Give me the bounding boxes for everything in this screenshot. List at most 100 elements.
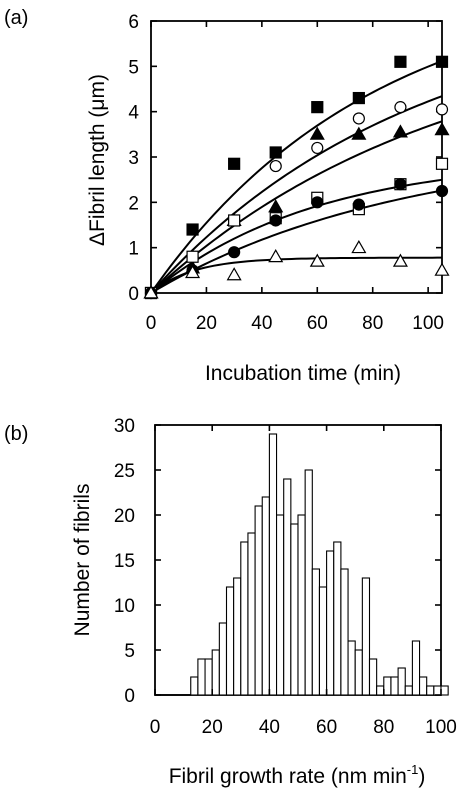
histogram-bar xyxy=(211,649,220,696)
panel-b-y-tick-label: 25 xyxy=(114,461,135,482)
histogram-bar xyxy=(440,685,449,696)
data-point-filled-circle xyxy=(269,214,282,227)
data-point-filled-triangle xyxy=(268,199,284,213)
panel-a-x-tick-label: 40 xyxy=(251,313,272,334)
panel-a-y-tick-label: 3 xyxy=(128,148,139,169)
panel-b-ticks: 0 20 40 60 80 100 0 5 10 15 20 25 30 xyxy=(114,416,457,738)
histogram-bar xyxy=(268,433,278,696)
panel-a-x-tick-label: 0 xyxy=(146,313,157,334)
fit-curve-open-square xyxy=(150,178,443,294)
histogram-bar xyxy=(247,532,256,696)
histogram-bar xyxy=(418,676,428,696)
data-point-filled-triangle xyxy=(309,126,325,140)
panel-b: (b) 0 20 40 60 80 100 0 5 10 15 20 25 30 Fibril grow… xyxy=(4,416,457,788)
histogram-bar xyxy=(368,658,378,696)
histogram-bar xyxy=(304,469,313,696)
histogram-bar xyxy=(311,568,320,696)
data-point-filled-square xyxy=(186,223,199,236)
data-point-filled-square xyxy=(435,55,449,68)
panel-a-x-tick-label: 80 xyxy=(362,313,383,334)
histogram-bar xyxy=(225,586,235,696)
panel-a-y-tick-label: 1 xyxy=(128,239,139,260)
histogram-bar xyxy=(240,541,249,696)
panel-b-x-axis-label-suffix: ) xyxy=(418,765,425,788)
panel-b-y-tick-label: 15 xyxy=(114,551,135,572)
data-point-open-triangle xyxy=(226,267,242,281)
panel-b-y-tick-label: 20 xyxy=(114,506,135,527)
data-point-open-circle xyxy=(269,159,282,173)
panel-b-x-axis-label: Fibril growth rate (nm min-1) xyxy=(169,762,426,788)
panel-b-x-axis-label-main: Fibril growth rate (nm min xyxy=(169,765,407,788)
panel-b-x-tick-label: 0 xyxy=(150,717,161,738)
histogram-bar xyxy=(190,676,199,696)
panel-b-y-tick-label: 10 xyxy=(114,596,135,617)
data-point-filled-triangle xyxy=(392,124,408,138)
panel-a-x-tick-label: 60 xyxy=(307,313,328,334)
panel-b-x-tick-label: 40 xyxy=(259,717,280,738)
data-point-open-triangle xyxy=(143,285,159,299)
panel-b-y-tick-label: 0 xyxy=(124,686,135,707)
panel-b-y-tick-label: 30 xyxy=(114,416,135,437)
panel-b-histogram-bars xyxy=(155,433,449,696)
data-point-filled-square xyxy=(228,157,241,170)
panel-a-y-tick-label: 6 xyxy=(128,12,139,33)
data-point-filled-triangle xyxy=(434,122,450,136)
panel-a-y-tick-label: 0 xyxy=(128,284,139,305)
histogram-bar xyxy=(197,658,206,696)
data-point-filled-circle xyxy=(228,246,241,259)
fit-curve-filled-circle xyxy=(150,189,443,294)
panel-a-y-axis-label: ΔFibril length (μm) xyxy=(86,74,109,246)
histogram-bar xyxy=(426,685,435,696)
data-point-open-circle xyxy=(435,103,449,116)
data-point-open-triangle xyxy=(434,262,450,276)
data-point-filled-square xyxy=(352,91,365,105)
histogram-bar xyxy=(290,523,299,696)
fit-curve-filled-square xyxy=(150,60,443,294)
histogram-bar xyxy=(233,577,242,696)
data-point-open-square xyxy=(435,157,449,170)
panel-b-x-tick-label: 20 xyxy=(202,717,223,738)
panel-b-y-axis-label: Number of fibrils xyxy=(71,484,94,637)
data-point-open-square xyxy=(228,214,241,227)
data-point-filled-circle xyxy=(435,184,449,198)
histogram-bar xyxy=(275,514,285,696)
data-point-filled-square xyxy=(311,101,324,114)
panel-a-y-tick-label: 4 xyxy=(128,103,139,124)
histogram-bar xyxy=(383,676,392,696)
panel-a-x-tick-label: 20 xyxy=(196,313,217,334)
data-point-open-circle xyxy=(311,141,324,155)
panel-b-x-axis-label-superscript: -1 xyxy=(407,762,419,777)
histogram-bar xyxy=(326,550,335,696)
panel-a-fit-curves xyxy=(150,60,443,294)
data-point-filled-circle xyxy=(311,196,324,209)
data-point-filled-square xyxy=(394,55,407,68)
data-point-open-square xyxy=(186,250,199,263)
histogram-bar xyxy=(283,478,292,696)
data-point-open-circle xyxy=(352,112,365,125)
panel-b-y-tick-label: 5 xyxy=(124,641,135,662)
panel-b-x-tick-label: 100 xyxy=(425,717,457,738)
data-point-filled-circle xyxy=(394,178,407,191)
panel-a-label: (a) xyxy=(4,7,28,29)
panel-a-x-tick-label: 100 xyxy=(412,313,444,334)
histogram-bar xyxy=(354,649,363,696)
panel-b-label: (b) xyxy=(4,423,28,445)
data-point-open-triangle xyxy=(185,264,201,279)
histogram-bar xyxy=(340,568,349,696)
data-point-open-triangle xyxy=(268,249,284,263)
panel-a: (a) 0 20 40 60 80 100 0 1 2 3 4 5 6 Incubation time … xyxy=(4,7,450,385)
fit-curve-open-triangle xyxy=(150,256,442,294)
histogram-bar xyxy=(218,622,228,696)
data-point-open-triangle xyxy=(309,253,325,267)
histogram-bar xyxy=(261,496,270,696)
data-point-open-circle xyxy=(394,101,407,114)
fit-curve-filled-triangle xyxy=(150,120,443,294)
data-point-filled-square xyxy=(269,146,282,159)
histogram-bar xyxy=(204,658,213,696)
histogram-bar xyxy=(333,541,342,696)
histogram-bar xyxy=(433,685,442,696)
panel-b-x-tick-label: 60 xyxy=(316,717,337,738)
histogram-bar xyxy=(397,667,406,696)
panel-a-data-points xyxy=(143,55,450,300)
